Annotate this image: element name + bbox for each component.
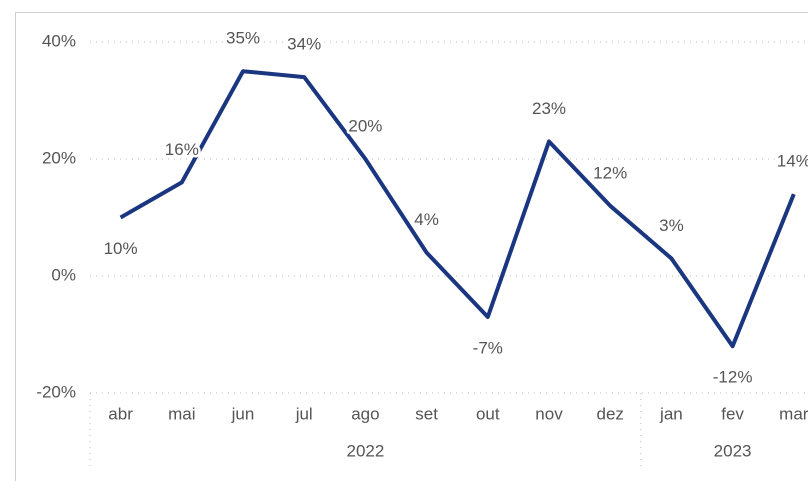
x-tick-label: mar	[779, 404, 808, 423]
data-label: -7%	[473, 338, 503, 357]
y-tick-label: 20%	[42, 148, 76, 167]
data-label: -12%	[713, 368, 753, 387]
y-tick-label: -20%	[36, 382, 76, 401]
data-label: 3%	[659, 216, 684, 235]
data-label: 16%	[165, 140, 199, 159]
x-group-label: 2022	[346, 441, 384, 460]
y-tick-label: 40%	[42, 31, 76, 50]
x-tick-label: ago	[351, 404, 379, 423]
x-tick-label: jul	[295, 404, 313, 423]
x-tick-label: dez	[596, 404, 623, 423]
x-group-label: 2023	[714, 441, 752, 460]
y-tick-label: 0%	[51, 265, 76, 284]
x-tick-label: jun	[231, 404, 255, 423]
x-tick-label: set	[415, 404, 438, 423]
x-tick-label: jan	[659, 404, 683, 423]
x-tick-label: out	[476, 404, 500, 423]
data-label: 23%	[532, 99, 566, 118]
x-tick-label: mai	[168, 404, 195, 423]
data-label: 20%	[348, 116, 382, 135]
x-tick-label: nov	[535, 404, 563, 423]
x-tick-label: abr	[108, 404, 133, 423]
data-label: 10%	[104, 239, 138, 258]
x-tick-label: fev	[721, 404, 744, 423]
data-label: 12%	[593, 163, 627, 182]
data-label: 35%	[226, 29, 260, 48]
chart-frame	[15, 12, 808, 481]
data-line	[119, 69, 796, 349]
data-label: 14%	[777, 152, 808, 171]
data-label: 34%	[287, 35, 321, 54]
data-label: 4%	[414, 210, 439, 229]
